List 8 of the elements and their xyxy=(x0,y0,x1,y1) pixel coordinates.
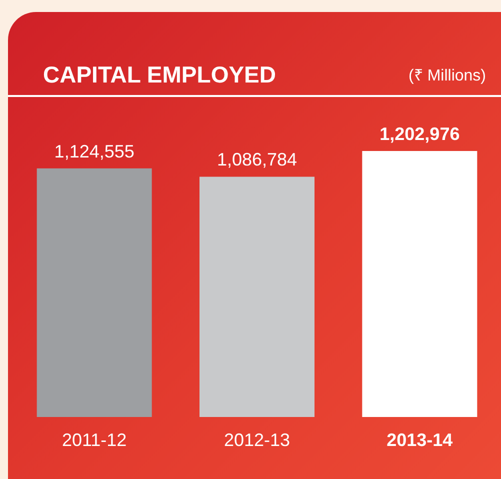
x-tick-label: 2011-12 xyxy=(62,430,127,450)
x-tick-label: 2013-14 xyxy=(386,430,453,450)
x-tick-label: 2012-13 xyxy=(224,430,290,450)
data-label: 1,086,784 xyxy=(216,150,298,170)
chart-subtitle: (₹ Millions) xyxy=(408,68,486,84)
data-label: 1,202,976 xyxy=(380,124,460,144)
data-label: 1,124,555 xyxy=(54,141,134,162)
chart-title: CAPITAL EMPLOYED xyxy=(43,62,276,88)
